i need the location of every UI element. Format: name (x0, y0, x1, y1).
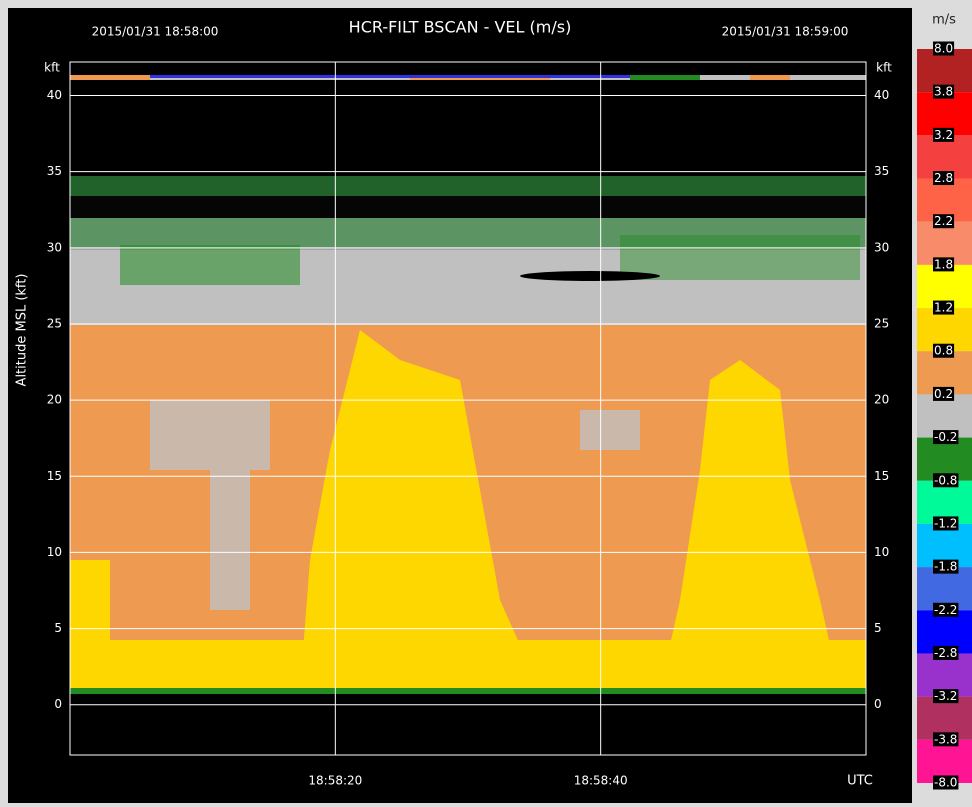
y-tick-label: 40 (47, 88, 62, 102)
colorbar-label: 1.2 (934, 301, 953, 315)
colorbar-label: -2.8 (934, 646, 957, 660)
y-tick-label: 5 (54, 621, 62, 635)
x-tick-label: 18:58:40 (574, 774, 628, 788)
y-tick-label: 0 (54, 697, 62, 711)
colorbar-label: 3.8 (934, 85, 953, 99)
y-tick-label: 10 (874, 545, 889, 559)
chart-title: HCR-FILT BSCAN - VEL (m/s) (349, 18, 572, 37)
colorbar-label: 1.8 (934, 257, 953, 271)
y-tick-label: 30 (47, 240, 62, 254)
colorbar-label: 0.2 (934, 387, 953, 401)
bscan-display: HCR-FILT BSCAN - VEL (m/s) 2015/01/31 18… (0, 0, 972, 803)
y-tick-label: 35 (47, 164, 62, 178)
colorbar-label: 0.8 (934, 344, 953, 358)
colorbar-label: 3.2 (934, 128, 953, 142)
y-unit-right: kft (876, 61, 892, 75)
x-tick-label: 18:58:20 (308, 774, 362, 788)
y-tick-label: 0 (874, 697, 882, 711)
y-unit-left: kft (44, 61, 60, 75)
y-tick-label: 15 (47, 469, 62, 483)
y-tick-label: 15 (874, 469, 889, 483)
colorbar-label: -8.0 (934, 776, 957, 790)
y-tick-label: 35 (874, 164, 889, 178)
colorbar-label: -2.2 (934, 603, 957, 617)
colorbar-label: -0.8 (934, 473, 957, 487)
colorbar-label: 2.8 (934, 171, 953, 185)
colorbar-label: 2.2 (934, 214, 953, 228)
x-unit: UTC (847, 774, 873, 789)
y-tick-label: 30 (874, 240, 889, 254)
y-tick-label: 25 (874, 316, 889, 330)
colorbar-unit: m/s (932, 13, 956, 28)
colorbar-label: -1.8 (934, 560, 957, 574)
y-axis-label: Altitude MSL (kft) (15, 274, 30, 387)
y-tick-label: 25 (47, 316, 62, 330)
y-tick-label: 40 (874, 88, 889, 102)
end-time: 2015/01/31 18:59:00 (722, 25, 849, 39)
colorbar-label: 8.0 (934, 42, 953, 56)
y-tick-label: 20 (874, 393, 889, 407)
y-tick-label: 20 (47, 393, 62, 407)
start-time: 2015/01/31 18:58:00 (92, 25, 219, 39)
colorbar-label: -3.8 (934, 732, 957, 746)
y-tick-label: 10 (47, 545, 62, 559)
y-tick-label: 5 (874, 621, 882, 635)
colorbar-label: -3.2 (934, 689, 957, 703)
colorbar-label: -1.2 (934, 516, 957, 530)
colorbar-label: -0.2 (934, 430, 957, 444)
